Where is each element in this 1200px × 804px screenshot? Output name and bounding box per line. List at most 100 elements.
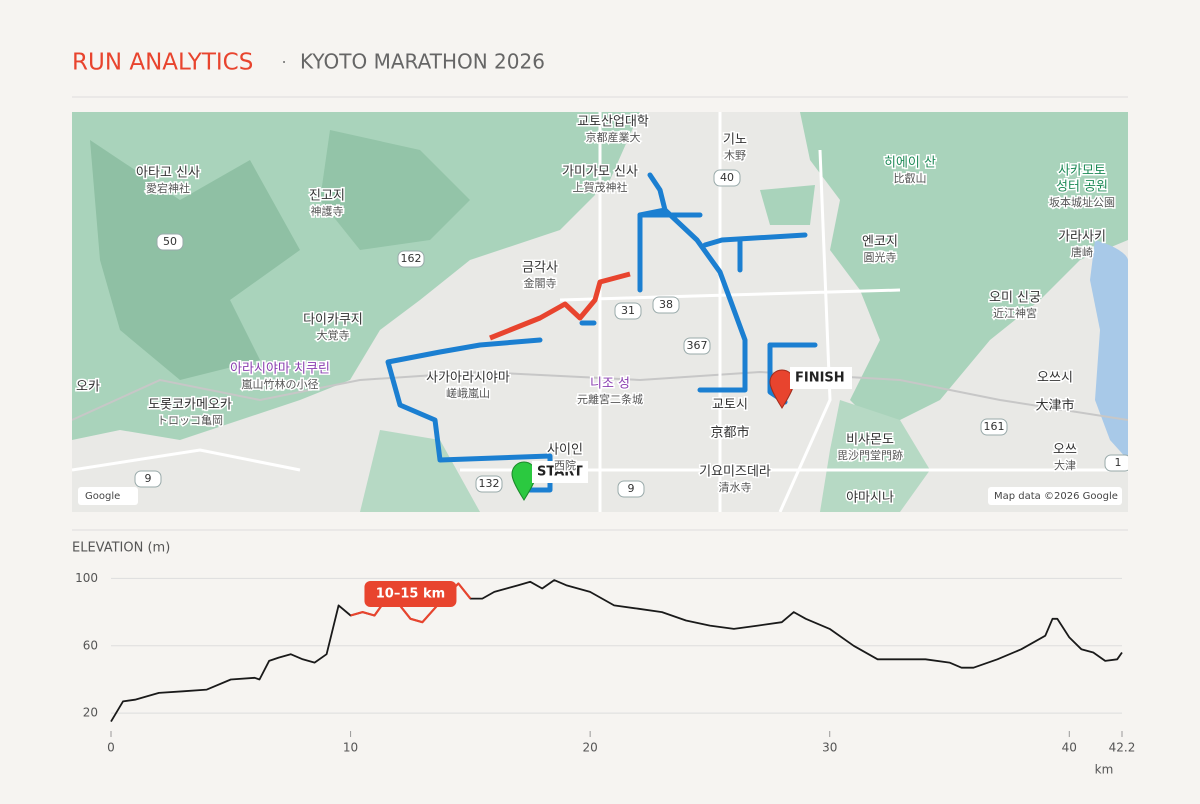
separator: · bbox=[281, 53, 286, 72]
map-label: 아타고 신사 bbox=[136, 166, 200, 181]
road-shield bbox=[652, 296, 680, 314]
map-label: 히에이 산 bbox=[884, 156, 936, 171]
highlight-badge bbox=[364, 581, 457, 607]
map-label: 진고지 bbox=[309, 189, 345, 204]
road bbox=[72, 112, 1128, 512]
map-label: 다이카쿠지 bbox=[303, 313, 363, 328]
map-label: 금각사 bbox=[522, 261, 558, 276]
map-sublabel: 大覚寺 bbox=[317, 328, 350, 342]
map-label: 가라사키 bbox=[1058, 230, 1106, 245]
attribution: Map data ©2026 Google bbox=[994, 491, 1118, 502]
road-shield bbox=[614, 302, 642, 320]
road-shield bbox=[397, 250, 425, 268]
map-label: 니조 성 bbox=[590, 377, 630, 392]
map-sublabel: トロッコ亀岡 bbox=[157, 413, 223, 427]
map-label: 오쓰 bbox=[1053, 443, 1077, 458]
map-sublabel: 唐崎 bbox=[1071, 245, 1093, 259]
map-label: 가미가모 신사 bbox=[562, 165, 638, 180]
map-sublabel: 嵐山竹林の小径 bbox=[242, 377, 319, 391]
finish-badge bbox=[790, 367, 852, 389]
x-tick-label: 42.2 bbox=[1109, 741, 1136, 755]
road-number: 132 bbox=[479, 477, 500, 490]
road-number: 38 bbox=[659, 298, 673, 311]
road-number: 40 bbox=[720, 171, 734, 184]
map-label: 교토시 bbox=[712, 398, 748, 413]
road-shield bbox=[713, 169, 741, 187]
x-tick-label: 0 bbox=[107, 741, 115, 755]
route-segment bbox=[702, 232, 808, 248]
road-number: 162 bbox=[401, 252, 422, 265]
map-sublabel: 金閣寺 bbox=[524, 276, 557, 290]
road-number: 367 bbox=[687, 339, 708, 352]
start-label: START bbox=[537, 465, 583, 480]
road-shield bbox=[980, 418, 1008, 436]
map-label: 기노 bbox=[723, 133, 747, 148]
map-sublabel: 京都産業大 bbox=[586, 130, 641, 144]
road-shield bbox=[617, 480, 645, 498]
road-shield bbox=[683, 337, 711, 355]
map-label: 오카 bbox=[76, 380, 100, 395]
map-label: 오쓰시 bbox=[1037, 371, 1073, 386]
map-sublabel: 元離宮二条城 bbox=[577, 392, 643, 406]
route-segment bbox=[662, 207, 748, 393]
map-label: 사이인 bbox=[547, 443, 583, 458]
road-shield bbox=[1104, 454, 1128, 472]
map-sublabel: 上賀茂神社 bbox=[573, 180, 628, 194]
attribution: Google bbox=[85, 491, 120, 502]
map-label: 교토산업대학 bbox=[577, 115, 649, 130]
map-sublabel: 大津 bbox=[1054, 458, 1076, 472]
map-sublabel: 圓光寺 bbox=[864, 250, 897, 264]
map-label: 성터 공원 bbox=[1056, 180, 1108, 195]
map-sublabel: 比叡山 bbox=[894, 171, 927, 185]
road-number: 9 bbox=[145, 472, 152, 485]
road-number: 50 bbox=[163, 235, 177, 248]
map-sublabel: 坂本城址公園 bbox=[1049, 195, 1115, 209]
terrain bbox=[760, 185, 815, 225]
terrain bbox=[90, 140, 300, 380]
map-sublabel: 神護寺 bbox=[311, 204, 344, 218]
app-title: RUN ANALYTICS bbox=[72, 50, 253, 76]
x-axis-title: km bbox=[1095, 763, 1114, 777]
map-label: 엔코지 bbox=[862, 235, 898, 250]
start-badge bbox=[532, 461, 588, 483]
map-sublabel: 西院 bbox=[554, 458, 576, 472]
road-shield bbox=[475, 475, 503, 493]
route-highlight bbox=[489, 271, 631, 341]
map-label: 기요미즈데라 bbox=[699, 465, 771, 480]
x-tick-label: 10 bbox=[343, 741, 358, 755]
terrain bbox=[320, 130, 470, 250]
map-label: 사카모토 bbox=[1058, 164, 1106, 179]
map-label: 京都市 bbox=[710, 425, 749, 441]
map-label: 야마시나 bbox=[846, 491, 894, 506]
attribution-bg bbox=[78, 487, 138, 505]
lake bbox=[1090, 240, 1128, 460]
terrain bbox=[820, 400, 930, 512]
x-tick-label: 30 bbox=[822, 741, 837, 755]
road-number: 31 bbox=[621, 304, 635, 317]
road-shield bbox=[156, 233, 184, 251]
map-sublabel: 近江神宮 bbox=[993, 306, 1037, 320]
map-sublabel: 愛宕神社 bbox=[146, 181, 190, 195]
map-sublabel: 清水寺 bbox=[719, 481, 752, 494]
road-number: 161 bbox=[984, 420, 1005, 433]
y-tick-label: 60 bbox=[83, 638, 98, 652]
map-label: 도롯코카메오카 bbox=[148, 398, 232, 413]
map-sublabel: 嵯峨嵐山 bbox=[446, 387, 490, 400]
map-label: 아라시야마 치쿠린 bbox=[230, 362, 330, 377]
elevation-line bbox=[110, 579, 1123, 723]
map-label: 大津市 bbox=[1035, 398, 1074, 414]
road-number: 1 bbox=[1115, 456, 1122, 469]
highlight-label: 10–15 km bbox=[376, 587, 445, 602]
road-number: 9 bbox=[628, 482, 635, 495]
terrain bbox=[360, 430, 480, 512]
terrain bbox=[800, 112, 1128, 430]
attribution-bg bbox=[988, 487, 1122, 505]
map: START FINISH Google Map data ©2026 Googl… bbox=[72, 112, 1128, 512]
map-label: 사가아라시야마 bbox=[426, 371, 510, 386]
rail bbox=[72, 370, 1128, 421]
y-tick-label: 20 bbox=[83, 706, 98, 720]
x-tick-label: 20 bbox=[583, 741, 598, 755]
map-label: 비샤몬도 bbox=[846, 433, 894, 448]
